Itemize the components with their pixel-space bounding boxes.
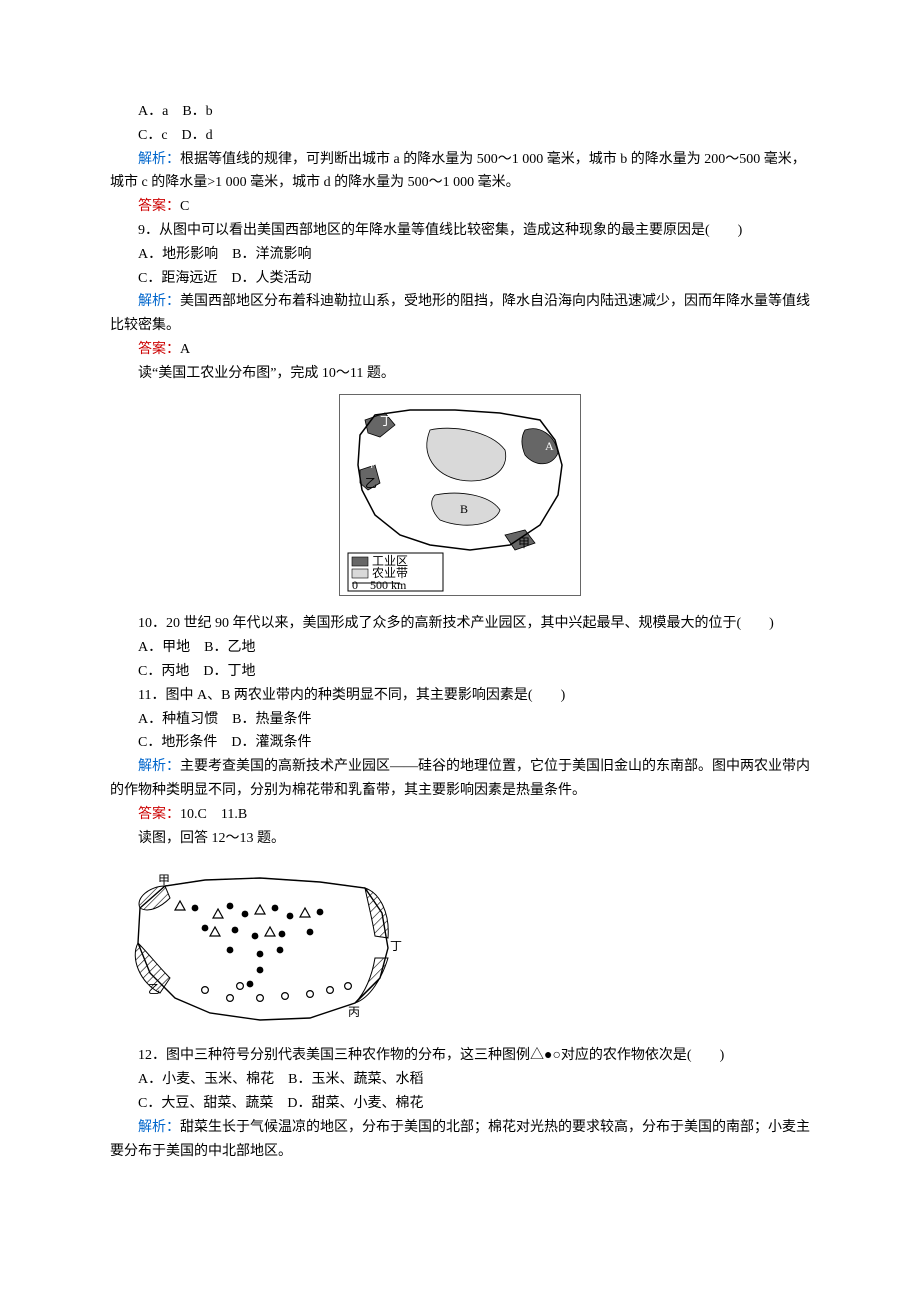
- q9-analysis-line: 解析：美国西部地区分布着科迪勒拉山系，受地形的阻挡，降水自沿海向内陆迅速减少，因…: [110, 290, 810, 338]
- q12-opt1: A．小麦、玉米、棉花 B．玉米、蔬菜、水稻: [110, 1068, 810, 1092]
- svg-text:A: A: [545, 439, 554, 453]
- svg-text:丙: 丙: [348, 1005, 360, 1019]
- q9-opt2: C．距海远近 D．人类活动: [110, 267, 810, 291]
- q8-opt1: A．a B．b: [110, 100, 810, 124]
- q11-opt1: A．种植习惯 B．热量条件: [110, 708, 810, 732]
- q12-analysis-line: 解析：甜菜生长于气候温凉的地区，分布于美国的北部；棉花对光热的要求较高，分布于美…: [110, 1116, 810, 1164]
- q10-opt1: A．甲地 B．乙地: [110, 636, 810, 660]
- q11-stem: 11．图中 A、B 两农业带内的种类明显不同，其主要影响因素是( ): [110, 684, 810, 708]
- q9-analysis: 美国西部地区分布着科迪勒拉山系，受地形的阻挡，降水自沿海向内陆迅速减少，因而年降…: [110, 294, 810, 333]
- q12-stem: 12．图中三种符号分别代表美国三种农作物的分布，这三种图例△●○对应的农作物依次…: [110, 1044, 810, 1068]
- q10-stem: 10．20 世纪 90 年代以来，美国形成了众多的高新技术产业园区，其中兴起最早…: [110, 612, 810, 636]
- svg-text:乙: 乙: [365, 476, 377, 490]
- q8-answer-line: 答案：C: [110, 195, 810, 219]
- svg-text:0 500 km: 0 500 km: [352, 578, 407, 592]
- analysis-label: 解析：: [138, 759, 180, 774]
- q12-analysis: 甜菜生长于气候温凉的地区，分布于美国的北部；棉花对光热的要求较高，分布于美国的南…: [110, 1120, 810, 1159]
- lead-12-13: 读图，回答 12～13 题。: [110, 827, 810, 851]
- svg-text:丁: 丁: [380, 414, 392, 428]
- q11-answer-line: 答案：10.C 11.B: [110, 803, 810, 827]
- svg-text:甲: 甲: [158, 873, 170, 887]
- q11-opt2: C．地形条件 D．灌溉条件: [110, 731, 810, 755]
- analysis-label: 解析：: [138, 294, 180, 309]
- svg-text:丙: 丙: [370, 456, 382, 470]
- q9-answer: A: [180, 342, 190, 357]
- q12-opt2: C．大豆、甜菜、蔬菜 D．甜菜、小麦、棉花: [110, 1092, 810, 1116]
- q9-opt1: A．地形影响 B．洋流影响: [110, 243, 810, 267]
- analysis-label: 解析：: [138, 152, 180, 167]
- lead-10-11: 读“美国工农业分布图”，完成 10～11 题。: [110, 362, 810, 386]
- q11-answer: 10.C 11.B: [180, 807, 247, 822]
- svg-text:丁: 丁: [390, 939, 402, 953]
- svg-text:乙: 乙: [148, 982, 160, 996]
- q11-analysis-line: 解析：主要考查美国的高新技术产业园区——硅谷的地理位置，它位于美国旧金山的东南部…: [110, 755, 810, 803]
- answer-label: 答案：: [138, 807, 180, 822]
- q9-answer-line: 答案：A: [110, 338, 810, 362]
- q9-stem: 9．从图中可以看出美国西部地区的年降水量等值线比较密集，造成这种现象的最主要原因…: [110, 219, 810, 243]
- q10-opt2: C．丙地 D．丁地: [110, 660, 810, 684]
- analysis-label: 解析：: [138, 1120, 180, 1135]
- us-crops-map: 甲乙丙 丁: [110, 858, 810, 1036]
- answer-label: 答案：: [138, 342, 180, 357]
- svg-text:甲: 甲: [518, 536, 530, 550]
- q11-analysis: 主要考查美国的高新技术产业园区——硅谷的地理位置，它位于美国旧金山的东南部。图中…: [110, 759, 810, 798]
- svg-text:B: B: [460, 502, 468, 516]
- q8-analysis: 根据等值线的规律，可判断出城市 a 的降水量为 500～1 000 毫米，城市 …: [110, 152, 806, 191]
- q8-answer: C: [180, 199, 189, 214]
- q8-opt2: C．c D．d: [110, 124, 810, 148]
- q8-analysis-line: 解析：根据等值线的规律，可判断出城市 a 的降水量为 500～1 000 毫米，…: [110, 148, 810, 196]
- us-industry-agri-map: AB丁乙丙甲工业区农业带0 500 km: [110, 394, 810, 605]
- answer-label: 答案：: [138, 199, 180, 214]
